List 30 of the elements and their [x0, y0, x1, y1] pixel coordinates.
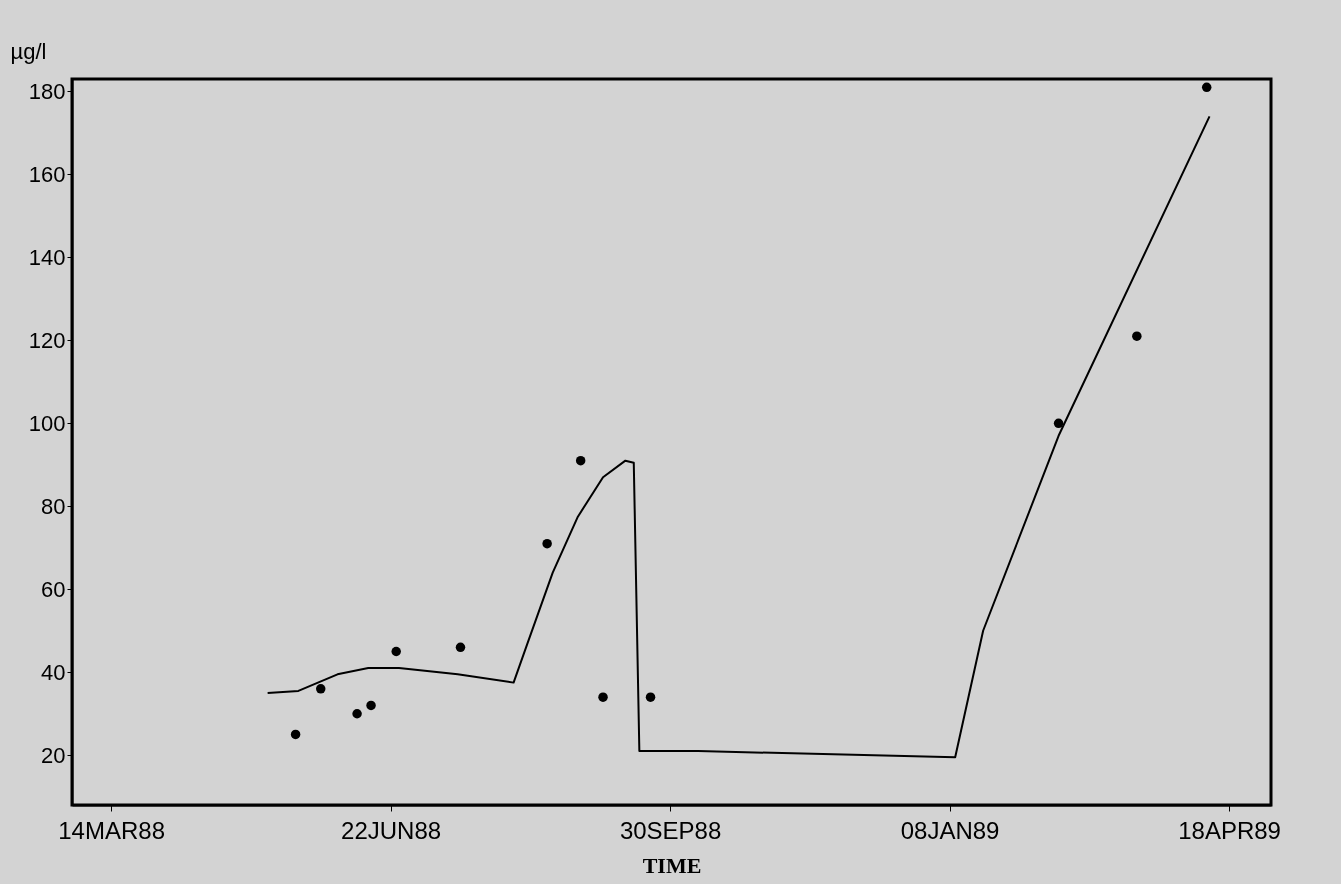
point [1053, 418, 1064, 429]
point [598, 692, 608, 702]
y-tick-label: 120 [28, 327, 66, 353]
point [1132, 331, 1142, 341]
y-tick-label: 60 [41, 576, 66, 602]
x-axis-title: TIME [642, 852, 702, 878]
y-tick-label: 180 [28, 78, 66, 104]
point [366, 700, 376, 711]
point [391, 646, 401, 657]
y-tick-label: 100 [28, 410, 66, 436]
line-series [266, 115, 1211, 759]
point [455, 642, 466, 653]
x-tick-label: 08JAN89 [900, 816, 1000, 844]
x-tick-label: 14MAR88 [58, 816, 165, 844]
x-tick-label: 18APR89 [1178, 816, 1281, 844]
y-axis-title: µg/l [10, 38, 47, 64]
y-tick-label: 20 [41, 742, 66, 768]
y-tick-label: 160 [28, 161, 66, 187]
point [1201, 82, 1212, 93]
y-tick-label: 140 [28, 244, 66, 270]
y-tick-label: 40 [41, 659, 66, 685]
x-tick-label: 30SEP88 [619, 816, 722, 844]
point [542, 538, 552, 549]
point [290, 729, 301, 740]
point [316, 684, 326, 694]
point [575, 455, 586, 466]
point [645, 692, 656, 702]
y-tick-label: 80 [41, 493, 66, 519]
x-tick-label: 22JUN88 [341, 816, 442, 844]
point [352, 709, 362, 719]
